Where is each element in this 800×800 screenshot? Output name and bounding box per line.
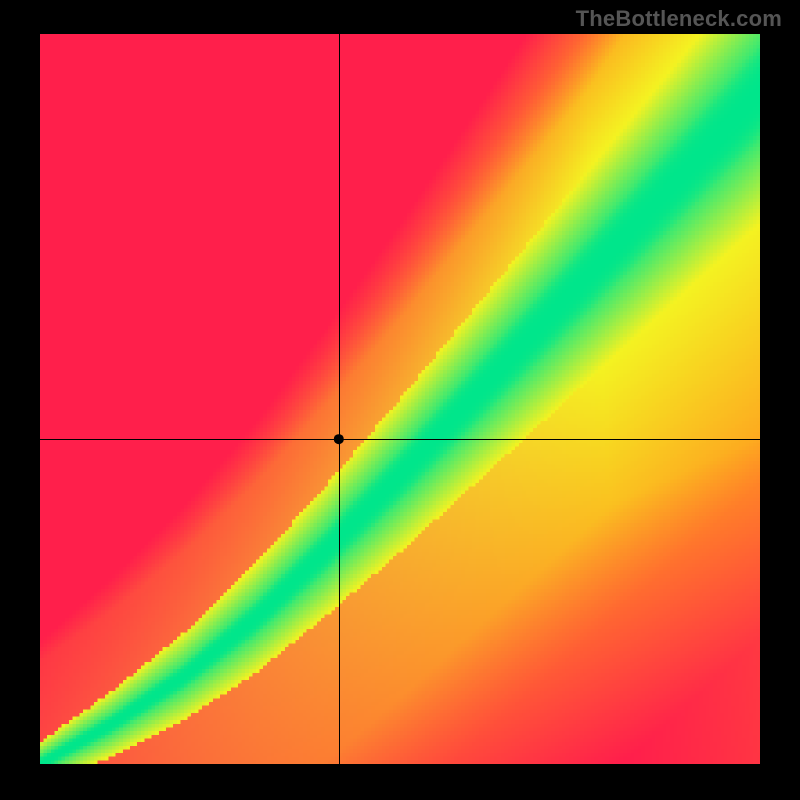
chart-container: { "watermark": { "text": "TheBottleneck.…	[0, 0, 800, 800]
watermark-text: TheBottleneck.com	[576, 6, 782, 32]
crosshair-overlay	[40, 34, 760, 764]
